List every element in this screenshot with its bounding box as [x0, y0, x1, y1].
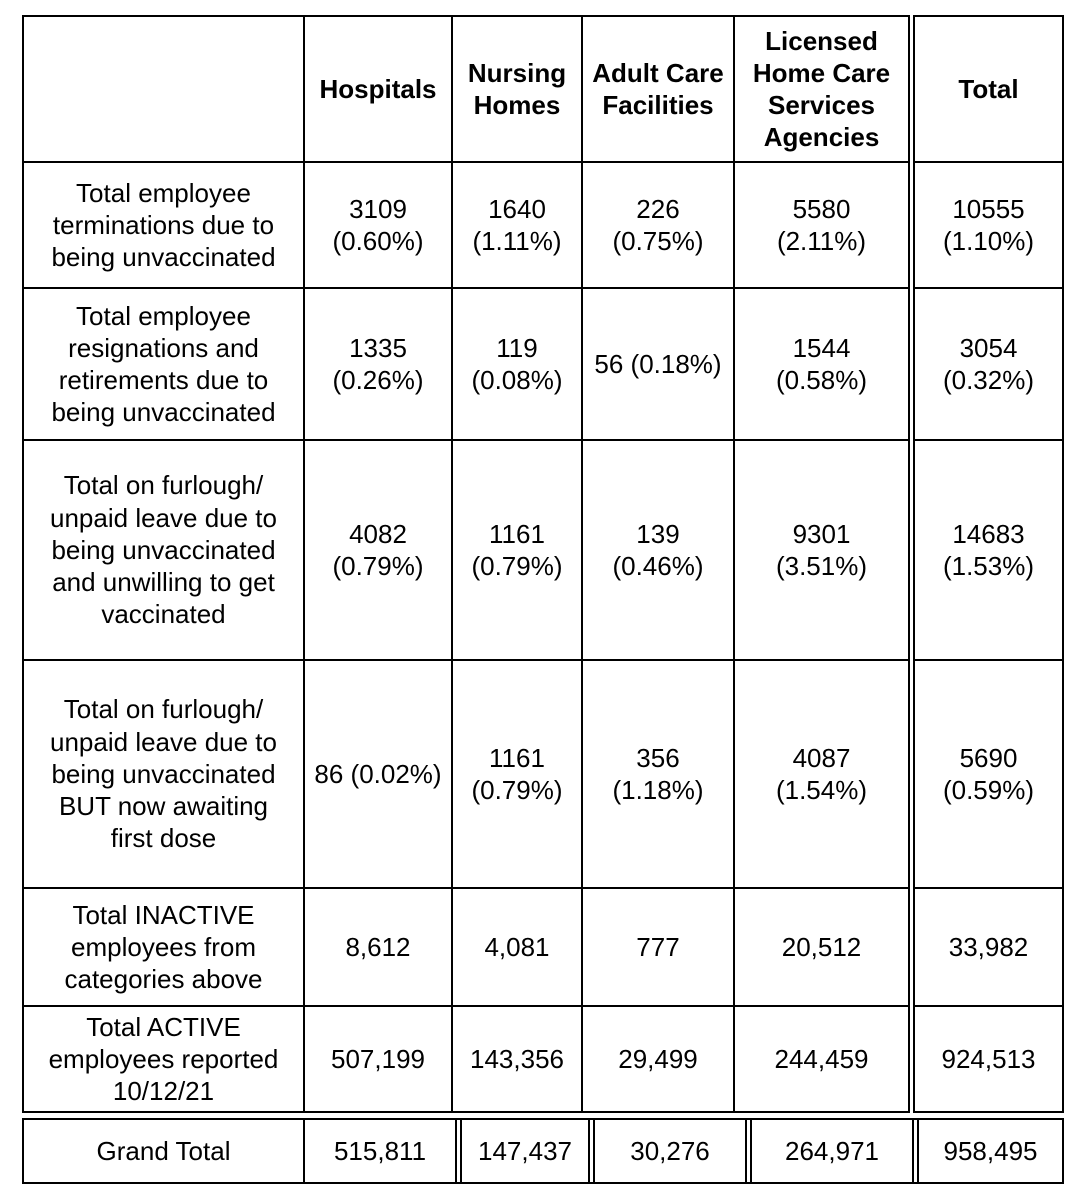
value-cell: 56 (0.18%)	[583, 289, 735, 441]
value-cell: 4,081	[453, 889, 583, 1007]
row-label-furlough-unwilling: Total on furlough/ unpaid leave due to b…	[24, 441, 305, 661]
value-cell: 5690 (0.59%)	[915, 661, 1062, 889]
column-header-nursing-homes: Nursing Homes	[453, 17, 583, 163]
value-cell: 9301 (3.51%)	[735, 441, 908, 661]
grand-total-value: 30,276	[593, 1120, 747, 1182]
column-header-hospitals: Hospitals	[305, 17, 453, 163]
value-cell: 1640 (1.11%)	[453, 163, 583, 289]
column-header-total: Total	[915, 17, 1062, 163]
value-cell: 8,612	[305, 889, 453, 1007]
column-header-licensed-home-care: Licensed Home Care Services Agencies	[735, 17, 908, 163]
value-cell: 139 (0.46%)	[583, 441, 735, 661]
value-cell: 29,499	[583, 1007, 735, 1111]
value-cell: 244,459	[774, 1043, 869, 1074]
value-cell: 226 (0.75%)	[583, 163, 735, 289]
value-cell: 3109 (0.60%)	[305, 163, 453, 289]
value-cell: 119 (0.08%)	[453, 289, 583, 441]
row-label-furlough-awaiting-dose: Total on furlough/ unpaid leave due to b…	[24, 661, 305, 889]
grand-total-value: 264,971	[750, 1120, 914, 1182]
row-label-total-active: Total ACTIVE employees reported 10/12/21	[24, 1007, 305, 1111]
corner-cell	[24, 17, 305, 163]
value-cell: 143,356	[453, 1007, 583, 1111]
value-cell: 1161 (0.79%)	[453, 441, 583, 661]
row-label-total-inactive: Total INACTIVE employees from categories…	[24, 889, 305, 1007]
row-label-resignations: Total employee resignations and retireme…	[24, 289, 305, 441]
grand-total-value: 147,437	[460, 1120, 590, 1182]
value-cell: 20,512	[735, 889, 908, 1007]
value-cell: 507,199	[305, 1007, 453, 1111]
grand-total-label: Grand Total	[24, 1120, 305, 1182]
value-cell: 4087 (1.54%)	[735, 661, 908, 889]
grand-total-value: 515,811	[305, 1120, 457, 1182]
value-cell: 777	[583, 889, 735, 1007]
value-cell: 86 (0.02%)	[305, 661, 453, 889]
column-header-adult-care-facilities: Adult Care Facilities	[583, 17, 735, 163]
grand-total-row: Grand Total 515,811 147,437 30,276 264,9…	[22, 1118, 1064, 1184]
value-cell: 10555 (1.10%)	[915, 163, 1062, 289]
total-column-strip: Total 10555 (1.10%) 3054 (0.32%) 14683 (…	[913, 15, 1064, 1113]
value-cell: 1335 (0.26%)	[305, 289, 453, 441]
value-cell: 356 (1.18%)	[583, 661, 735, 889]
table-body: Hospitals Nursing Homes Adult Care Facil…	[22, 15, 1088, 1113]
value-cell: 3054 (0.32%)	[915, 289, 1062, 441]
value-cell: 924,513	[941, 1043, 1036, 1074]
value-cell: 4082 (0.79%)	[305, 441, 453, 661]
row-label-terminations: Total employee terminations due to being…	[24, 163, 305, 289]
value-cell: 1161 (0.79%)	[453, 661, 583, 889]
grand-total-value: 958,495	[917, 1120, 1062, 1182]
value-cell: 33,982	[915, 889, 1062, 1007]
value-cell: 14683 (1.53%)	[915, 441, 1062, 661]
table-left-grid: Hospitals Nursing Homes Adult Care Facil…	[22, 15, 910, 1113]
value-cell: 1544 (0.58%)	[735, 289, 908, 441]
value-cell: 5580 (2.11%)	[735, 163, 908, 289]
